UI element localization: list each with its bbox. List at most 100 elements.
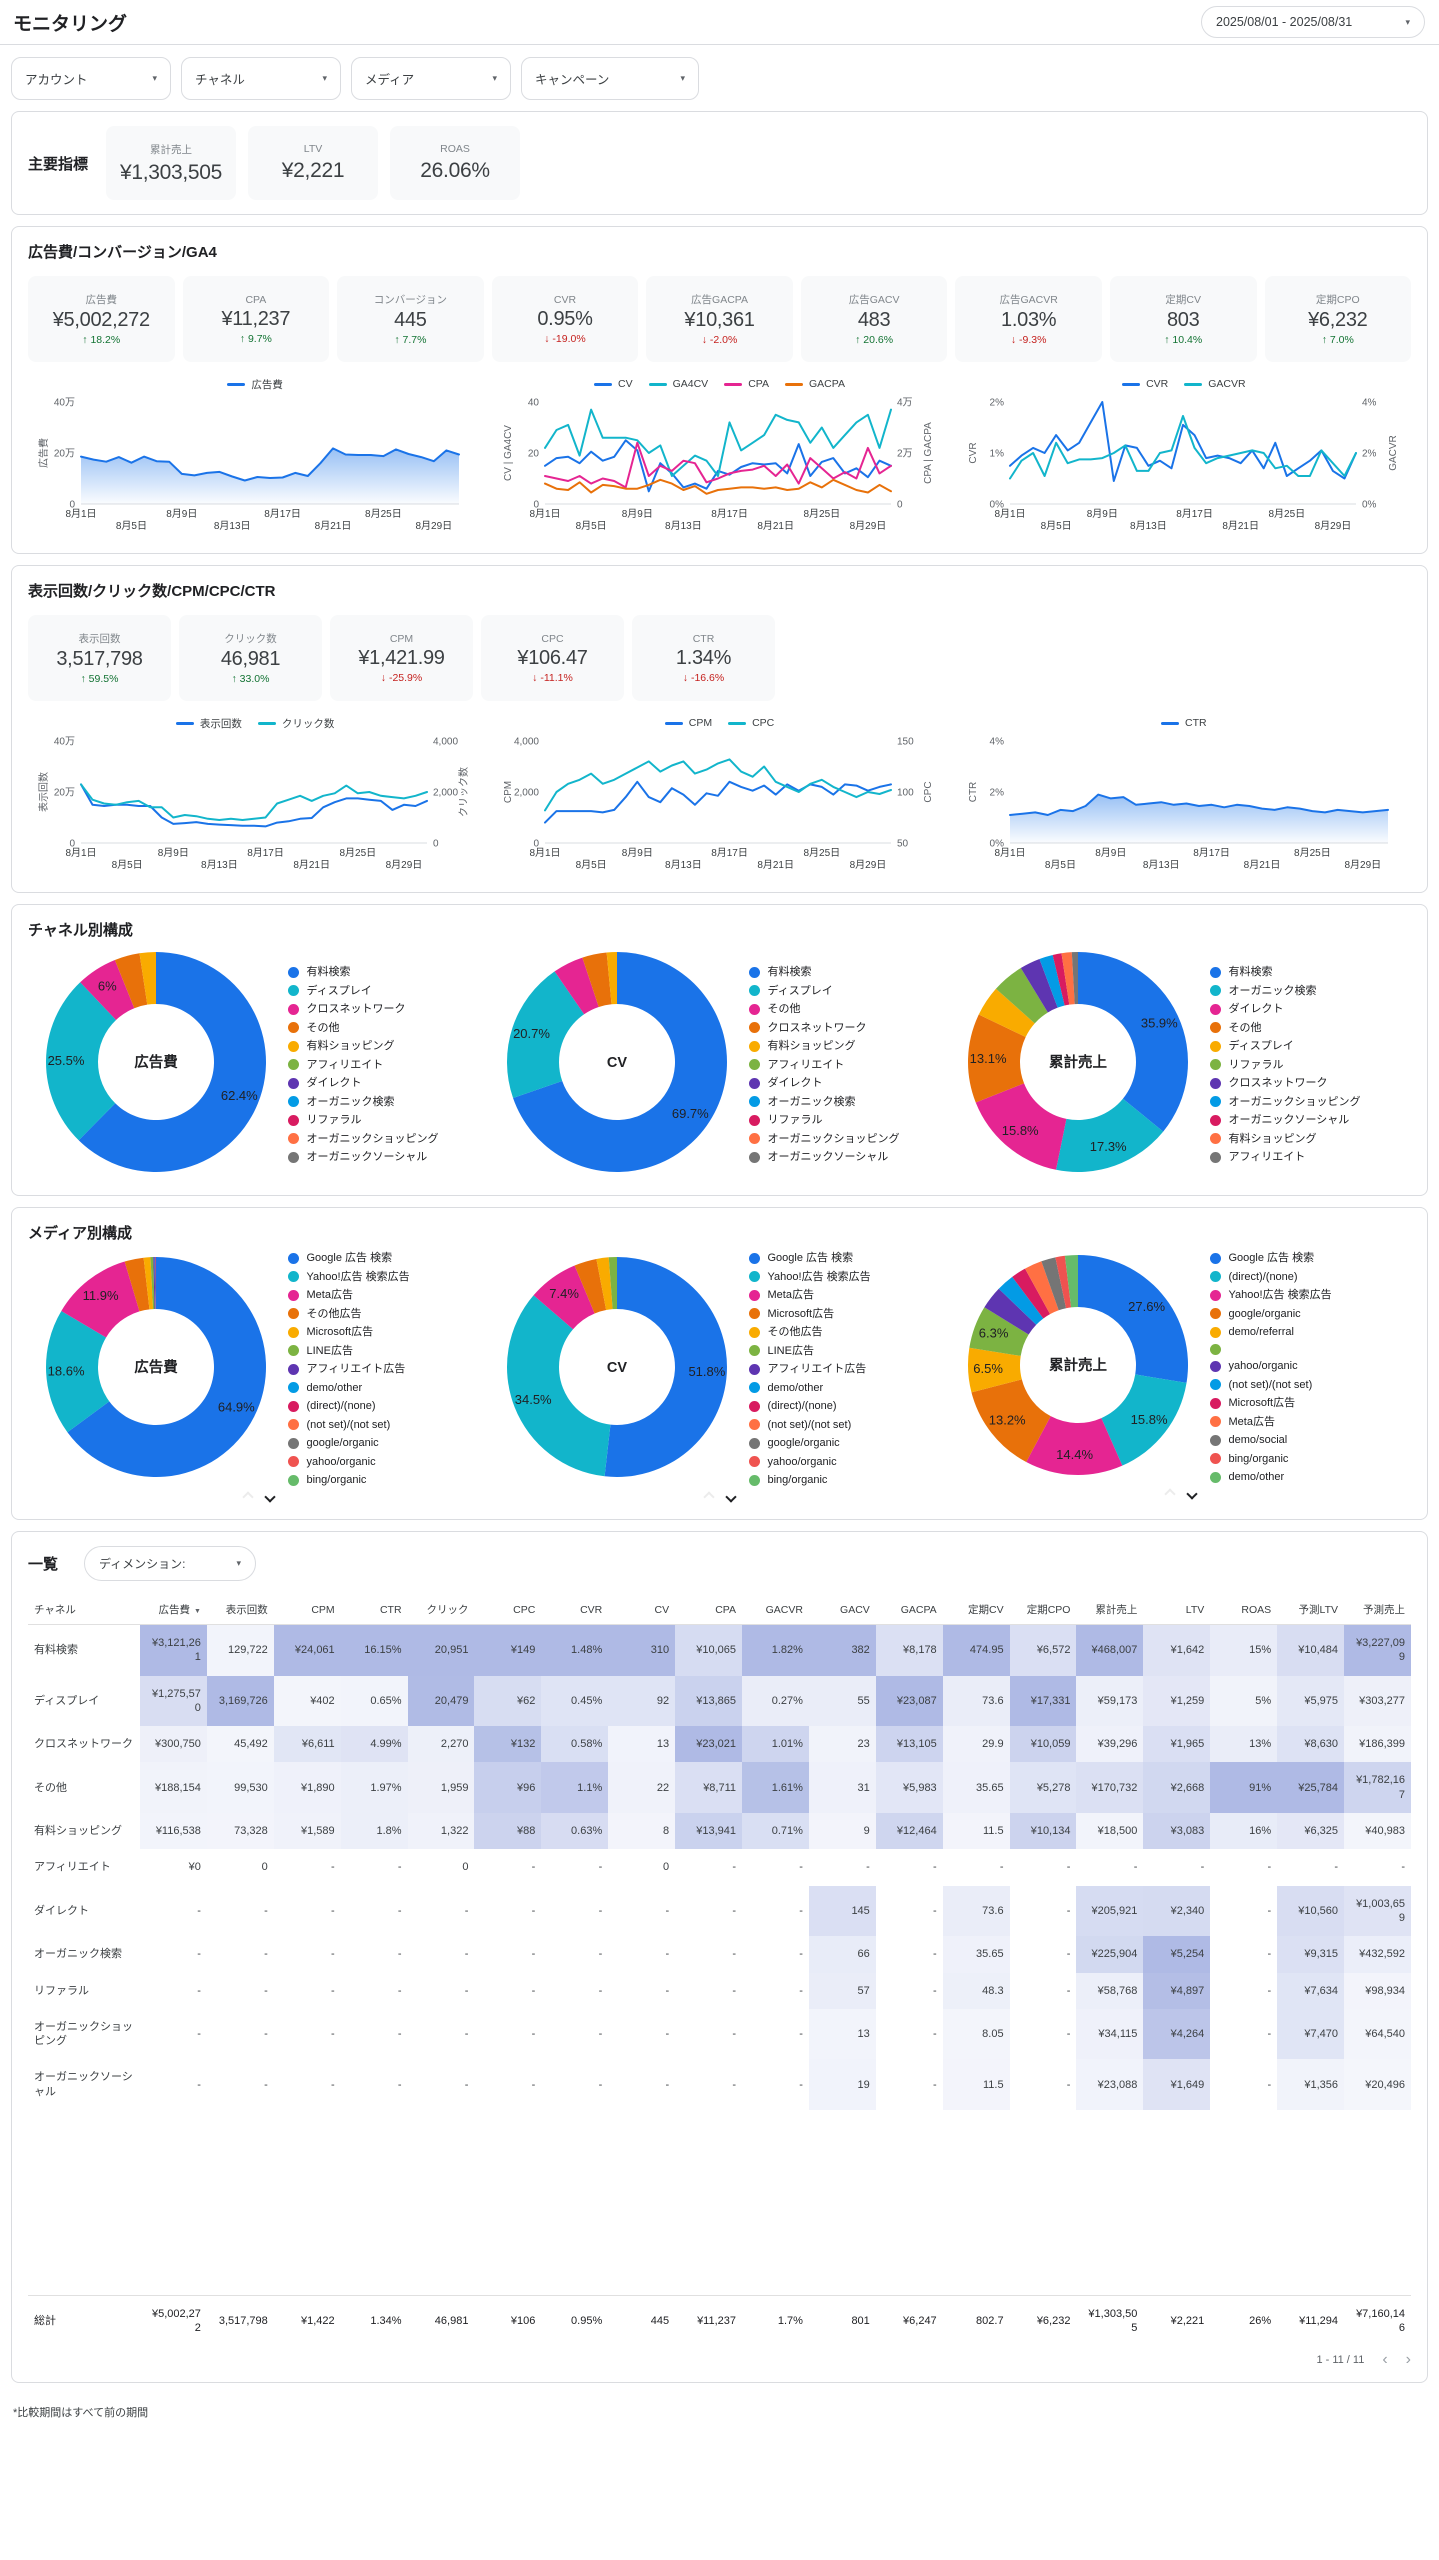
column-header-CVR[interactable]: CVR	[541, 1595, 609, 1625]
svg-text:8月17日: 8月17日	[247, 847, 284, 859]
column-header-定期CV[interactable]: 定期CV	[942, 1595, 1010, 1625]
legend-dot	[287, 1382, 299, 1393]
filter-media[interactable]: メディア ▾	[351, 57, 511, 100]
column-header-CTR[interactable]: CTR	[340, 1595, 408, 1625]
donut-legend-item: (direct)/(none)	[1209, 1270, 1398, 1284]
chevron-right-icon[interactable]: ›	[1405, 2351, 1411, 2369]
column-header-CPC[interactable]: CPC	[474, 1595, 542, 1625]
chevron-down-icon[interactable]	[263, 1491, 276, 1503]
line-chart: 0% 2% 4% CTR 8月1日 8月5日 8月9日 8月13日 8月17日 8月21日 8月25…	[968, 737, 1389, 871]
cell: 1.97%	[340, 1762, 408, 1814]
column-header-表示回数[interactable]: 表示回数	[206, 1595, 274, 1625]
donut-legend-label: オーガニックソーシャル	[767, 1151, 889, 1163]
column-header-予測売上[interactable]: 予測売上	[1344, 1595, 1411, 1625]
column-header-クリック[interactable]: クリック	[407, 1595, 475, 1625]
legend-expander[interactable]	[28, 1489, 489, 1505]
column-header-GACVR[interactable]: GACVR	[742, 1595, 809, 1625]
chevron-down-icon[interactable]	[1185, 1488, 1198, 1500]
column-header-GACPA[interactable]: GACPA	[875, 1595, 943, 1625]
chevron-up-icon[interactable]	[1163, 1488, 1176, 1500]
legend-item: CPC	[728, 717, 774, 729]
media-donut-row: 64.9% 18.6% 11.9% 広告費 Google 広告 検索 Yahoo!広告 検…	[28, 1251, 1411, 1505]
svg-text:0%: 0%	[989, 500, 1004, 511]
filter-account[interactable]: アカウント ▾	[11, 57, 171, 100]
dimension-select[interactable]: ディメンション: ▾	[84, 1546, 257, 1581]
cell: ¥303,277	[1344, 1675, 1411, 1727]
total-cell: 445	[608, 2294, 676, 2347]
column-header-広告費[interactable]: 広告費 ▼	[140, 1595, 207, 1625]
cell: -	[1200, 1861, 1205, 1874]
cell: -	[799, 2028, 803, 2040]
cell: 13	[608, 1726, 676, 1763]
chevron-left-icon[interactable]: ‹	[1382, 2351, 1388, 2369]
svg-text:8月5日: 8月5日	[1045, 859, 1076, 871]
column-header-CV[interactable]: CV	[608, 1595, 676, 1625]
cell: -	[598, 2078, 603, 2091]
cell: 0	[462, 1861, 469, 1874]
cell: 73.6	[942, 1675, 1010, 1727]
donut-legend-label: yahoo/organic	[767, 1455, 837, 1468]
donut-chart[interactable]: 69.7% 20.7% CV	[503, 948, 731, 1176]
date-range-picker[interactable]: 2025/08/01 - 2025/08/31 ▾	[1201, 6, 1425, 38]
svg-text:広告費: 広告費	[134, 1358, 178, 1376]
column-header-CPM[interactable]: CPM	[273, 1595, 341, 1625]
chevron-up-icon[interactable]	[241, 1491, 254, 1503]
cell: ¥23,088	[1076, 2059, 1144, 2111]
sort-desc-icon: ▼	[192, 1608, 201, 1615]
cell: ¥13,941	[675, 1813, 743, 1850]
cell: -	[197, 1948, 201, 1961]
donut-chart[interactable]: 35.9% 17.3% 15.8% 13.1% 累計売上	[964, 948, 1192, 1176]
filter-channel[interactable]: チャネル ▾	[181, 57, 341, 100]
donut-chart[interactable]: 51.8% 34.5% 7.4% CV	[503, 1253, 731, 1481]
legend-expander[interactable]	[950, 1486, 1411, 1502]
donut-chart[interactable]: 64.9% 18.6% 11.9% 広告費	[42, 1253, 270, 1481]
cell: -	[732, 1861, 737, 1874]
key-metric-label: ROAS	[440, 143, 470, 155]
legend-dot	[1209, 1252, 1221, 1264]
kpi-label: 広告GACPA	[691, 294, 749, 306]
column-header-定期CPO[interactable]: 定期CPO	[1009, 1595, 1077, 1625]
chevron-down-icon[interactable]	[724, 1491, 737, 1503]
donut-legend-item: 有料検索	[287, 965, 476, 979]
legend-expander[interactable]	[489, 1489, 950, 1505]
column-header-予測LTV[interactable]: 予測LTV	[1277, 1595, 1345, 1625]
donut-legend-label: オーガニック検索	[306, 1095, 395, 1108]
donut-chart[interactable]: 62.4% 25.5% 6% 広告費	[42, 948, 270, 1176]
column-header-チャネル[interactable]: チャネル	[28, 1595, 140, 1625]
row-label: オーガニックショッピング	[34, 2020, 133, 2048]
cell: ¥23,087	[875, 1675, 943, 1727]
donut-legend-item: アフィリエイト	[1209, 1150, 1398, 1164]
column-header-ROAS[interactable]: ROAS	[1210, 1595, 1278, 1625]
cell: -	[1334, 1861, 1339, 1874]
kpi-label: CPM	[389, 632, 414, 645]
cell: 15%	[1210, 1624, 1278, 1676]
ad-charts-row: 広告費 0 20万 40万 広告費 8月1日 8月5日 8月9日 8月13日 8月17日 8月21日…	[28, 374, 1411, 539]
donut-legend-label: Meta広告	[1228, 1415, 1275, 1428]
donut-legend-label: 有料ショッピング	[767, 1040, 856, 1052]
donut-legend-label: アフィリエイト	[1228, 1151, 1306, 1163]
kpi-value: 1.34%	[675, 646, 732, 669]
svg-text:8月29日: 8月29日	[850, 859, 887, 871]
cell: ¥1,275,570	[140, 1675, 207, 1727]
svg-text:8月17日: 8月17日	[1193, 847, 1230, 859]
cell: -	[464, 2078, 469, 2091]
svg-text:20: 20	[528, 449, 540, 460]
svg-text:累計売上: 累計売上	[1049, 1053, 1107, 1071]
donut-wrap: 51.8% 34.5% 7.4% CV Google 広告 検索 Yahoo!広告 検索広…	[503, 1251, 937, 1487]
cell: ¥8,178	[875, 1624, 943, 1676]
donut-legend-label: demo/other	[1228, 1471, 1285, 1483]
table-spacer	[28, 2110, 1411, 2295]
cell: -	[665, 2028, 670, 2040]
legend-dot	[748, 1400, 760, 1412]
column-header-GACV[interactable]: GACV	[808, 1595, 876, 1625]
cell: -	[799, 1861, 803, 1874]
total-cell: ¥11,294	[1277, 2294, 1345, 2347]
cell: 1.82%	[742, 1624, 809, 1676]
chevron-up-icon[interactable]	[702, 1491, 715, 1503]
column-header-累計売上[interactable]: 累計売上	[1076, 1595, 1144, 1625]
donut-chart[interactable]: 27.6% 15.8% 14.4% 13.2% 6.5% 6.3% 累計売上	[964, 1251, 1192, 1479]
filter-campaign[interactable]: キャンペーン ▾	[521, 57, 699, 100]
column-header-CPA[interactable]: CPA	[675, 1595, 743, 1625]
legend-dot	[1209, 1434, 1221, 1446]
column-header-LTV[interactable]: LTV	[1143, 1595, 1211, 1625]
